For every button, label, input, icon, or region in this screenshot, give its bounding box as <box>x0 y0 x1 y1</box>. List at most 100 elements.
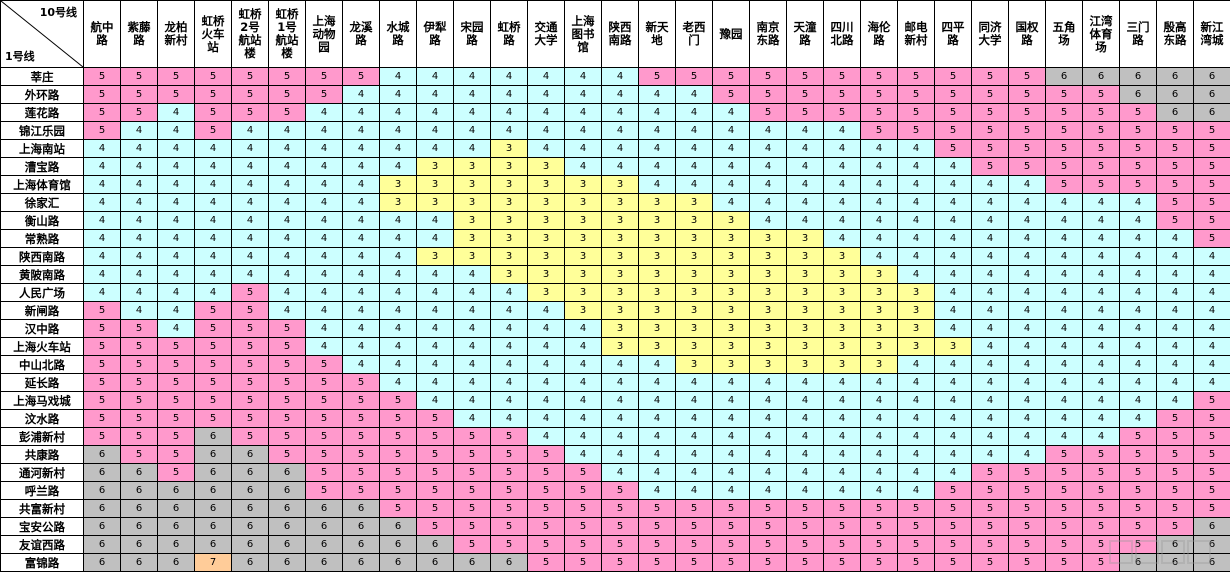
fare-cell: 5 <box>379 499 417 518</box>
fare-cell: 5 <box>527 481 565 500</box>
table-row: 陕西南路 4 4 4 4 4 4 4 4 4 3 3 3 3 3 3 3 3 3 3 3 3 4 4 4 4 4 4 4 4 4 4 <box>0 247 1230 266</box>
fare-cell: 5 <box>157 463 195 482</box>
fare-cell: 5 <box>1193 157 1230 176</box>
fare-cell: 4 <box>564 103 602 122</box>
column-header-line: 路 <box>503 33 515 47</box>
fare-cell: 5 <box>712 517 750 536</box>
column-header: 南京 东路 <box>749 0 787 68</box>
fare-cell: 4 <box>823 427 861 446</box>
fare-cell: 5 <box>564 463 602 482</box>
fare-cell: 6 <box>157 553 195 572</box>
fare-cell: 3 <box>712 247 750 266</box>
fare-cell: 5 <box>83 121 121 140</box>
fare-cell: 5 <box>860 85 898 104</box>
fare-cell: 4 <box>490 121 528 140</box>
fare-cell: 4 <box>416 301 454 320</box>
fare-cell: 4 <box>194 265 232 284</box>
fare-cell: 5 <box>120 67 158 86</box>
fare-cell: 4 <box>1082 409 1120 428</box>
fare-cell: 5 <box>231 67 269 86</box>
fare-cell: 3 <box>712 355 750 374</box>
fare-cell: 4 <box>305 103 343 122</box>
fare-cell: 4 <box>564 121 602 140</box>
fare-cell: 4 <box>934 265 972 284</box>
table-row: 黄陂南路 4 4 4 4 4 4 4 4 4 4 4 3 3 3 3 3 3 3 3 3 3 3 4 4 4 4 4 4 4 4 4 <box>0 265 1230 284</box>
fare-cell: 5 <box>268 427 306 446</box>
fare-cell: 5 <box>1082 103 1120 122</box>
fare-cell: 6 <box>231 553 269 572</box>
fare-cell: 4 <box>1119 247 1157 266</box>
column-header-line: 楼 <box>281 46 293 60</box>
fare-cell: 5 <box>120 85 158 104</box>
fare-cell: 5 <box>1119 463 1157 482</box>
fare-cell: 5 <box>268 337 306 356</box>
fare-cell: 4 <box>342 355 380 374</box>
fare-cell: 4 <box>157 211 195 230</box>
fare-cell: 4 <box>379 229 417 248</box>
fare-cell: 5 <box>231 283 269 302</box>
fare-cell: 4 <box>638 103 676 122</box>
fare-cell: 4 <box>490 301 528 320</box>
fare-cell: 4 <box>342 121 380 140</box>
fare-cell: 4 <box>934 463 972 482</box>
fare-cell: 6 <box>83 481 121 500</box>
fare-cell: 5 <box>1156 139 1194 158</box>
fare-cell: 4 <box>934 211 972 230</box>
fare-cell: 4 <box>601 157 639 176</box>
fare-cell: 4 <box>971 409 1009 428</box>
fare-cell: 4 <box>860 409 898 428</box>
fare-cell: 5 <box>564 553 602 572</box>
fare-cell: 3 <box>601 301 639 320</box>
fare-cell: 4 <box>749 139 787 158</box>
fare-cell: 4 <box>305 319 343 338</box>
fare-cell: 4 <box>601 85 639 104</box>
fare-cell: 4 <box>897 427 935 446</box>
table-row: 上海体育馆 4 4 4 4 4 4 4 4 3 3 3 3 3 3 3 4 4 4 4 4 4 4 4 4 4 4 5 5 5 5 5 <box>0 175 1230 194</box>
fare-cell: 4 <box>601 427 639 446</box>
fare-cell: 6 <box>1193 553 1230 572</box>
fare-cell: 6 <box>342 553 380 572</box>
fare-cell: 4 <box>453 409 491 428</box>
fare-cell: 4 <box>564 427 602 446</box>
fare-cell: 4 <box>897 391 935 410</box>
fare-cell: 4 <box>971 283 1009 302</box>
fare-cell: 4 <box>601 121 639 140</box>
fare-cell: 3 <box>379 175 417 194</box>
fare-cell: 4 <box>157 283 195 302</box>
fare-cell: 3 <box>823 283 861 302</box>
fare-cell: 5 <box>305 391 343 410</box>
column-header-line: 宋园 <box>460 20 484 34</box>
fare-cell: 6 <box>194 463 232 482</box>
fare-cell: 4 <box>120 301 158 320</box>
fare-cell: 4 <box>823 463 861 482</box>
column-header-line: 路 <box>429 33 441 47</box>
fare-cell: 5 <box>1119 103 1157 122</box>
column-header-line: 站 <box>207 39 219 54</box>
fare-cell: 4 <box>675 463 713 482</box>
row-header: 友谊西路 <box>0 535 84 554</box>
fare-cell: 5 <box>305 373 343 392</box>
fare-cell: 5 <box>305 445 343 464</box>
fare-cell: 6 <box>231 481 269 500</box>
fare-cell: 5 <box>194 373 232 392</box>
fare-cell: 4 <box>638 85 676 104</box>
fare-cell: 5 <box>860 535 898 554</box>
table-row: 莲花路 5 5 4 5 5 5 4 4 4 4 4 4 4 4 4 4 4 4 5 5 5 5 5 5 5 5 5 5 5 6 6 <box>0 103 1230 122</box>
fare-cell: 5 <box>601 499 639 518</box>
fare-cell: 4 <box>564 355 602 374</box>
fare-cell: 5 <box>1193 121 1230 140</box>
fare-cell: 5 <box>1045 157 1083 176</box>
fare-cell: 3 <box>638 229 676 248</box>
fare-cell: 5 <box>453 445 491 464</box>
fare-cell: 4 <box>749 175 787 194</box>
fare-cell: 4 <box>1045 355 1083 374</box>
fare-cell: 3 <box>527 283 565 302</box>
fare-cell: 5 <box>971 157 1009 176</box>
fare-cell: 4 <box>971 211 1009 230</box>
fare-cell: 3 <box>638 301 676 320</box>
fare-cell: 5 <box>1008 157 1046 176</box>
fare-cell: 4 <box>971 319 1009 338</box>
fare-cell: 3 <box>786 283 824 302</box>
column-header-line: 上海 <box>571 13 595 28</box>
column-header-line: 五角 <box>1052 20 1076 34</box>
